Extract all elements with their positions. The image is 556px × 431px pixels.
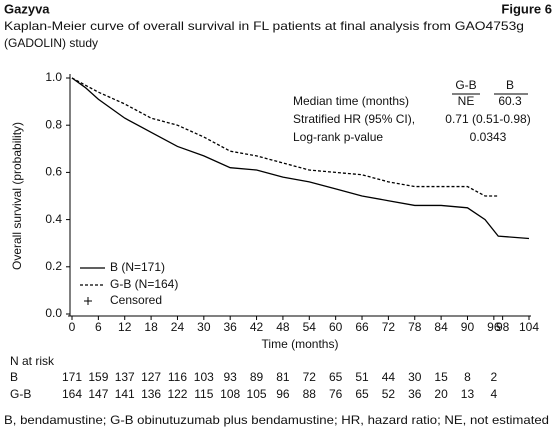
risk-count: 36 xyxy=(408,387,422,401)
risk-count: 136 xyxy=(141,387,161,401)
chart-title: Kaplan-Meier curve of overall survival i… xyxy=(4,19,524,33)
x-tick-label: 6 xyxy=(95,320,102,334)
table-row-label: Stratified HR (95% CI), xyxy=(293,112,415,126)
x-tick-label: 96 xyxy=(487,320,501,334)
x-tick-label: 12 xyxy=(118,320,132,334)
risk-row-label: B xyxy=(10,370,18,384)
x-tick-label: 0 xyxy=(69,320,76,334)
survival-curve xyxy=(71,77,499,197)
risk-count: 164 xyxy=(62,387,82,401)
table-cell: NE xyxy=(458,94,475,108)
y-tick-label: 0.0 xyxy=(45,306,62,320)
risk-count: 127 xyxy=(141,370,161,384)
footnote: B, bendamustine; G-B obinutuzumab plus b… xyxy=(4,413,549,427)
risk-count: 88 xyxy=(303,387,317,401)
x-tick-label: 104 xyxy=(519,320,539,334)
risk-count: 93 xyxy=(224,370,238,384)
risk-title: N at risk xyxy=(10,354,55,368)
risk-count: 81 xyxy=(276,370,290,384)
risk-count: 2 xyxy=(491,370,498,384)
table-row-label: Log-rank p-value xyxy=(293,130,383,144)
x-tick-label: 72 xyxy=(382,320,396,334)
risk-count: 20 xyxy=(434,387,448,401)
risk-count: 141 xyxy=(115,387,135,401)
x-tick-label: 18 xyxy=(144,320,158,334)
risk-count: 122 xyxy=(167,387,187,401)
legend-label: Censored xyxy=(110,293,162,307)
table-row-label: Median time (months) xyxy=(293,94,409,108)
risk-count: 89 xyxy=(250,370,264,384)
risk-count: 13 xyxy=(461,387,475,401)
x-tick-label: 90 xyxy=(461,320,475,334)
x-tick-label: 36 xyxy=(224,320,238,334)
table-cell: 0.71 (0.51-0.98) xyxy=(445,112,530,126)
risk-count: 30 xyxy=(408,370,422,384)
risk-count: 15 xyxy=(434,370,448,384)
survival-curve xyxy=(71,77,530,240)
y-tick-label: 0.8 xyxy=(45,117,62,131)
x-tick-label: 78 xyxy=(408,320,422,334)
x-tick-label: 24 xyxy=(171,320,185,334)
x-tick-label: 84 xyxy=(434,320,448,334)
x-axis-label: Time (months) xyxy=(262,337,339,351)
table-header: B xyxy=(506,78,514,92)
risk-count: 108 xyxy=(220,387,240,401)
risk-count: 51 xyxy=(355,370,369,384)
risk-count: 171 xyxy=(62,370,82,384)
x-tick-label: 42 xyxy=(250,320,264,334)
x-tick-label: 66 xyxy=(355,320,369,334)
table-header: G-B xyxy=(455,78,476,92)
legend-label: G-B (N=164) xyxy=(110,277,178,291)
risk-count: 147 xyxy=(88,387,108,401)
risk-count: 103 xyxy=(194,370,214,384)
table-cell: 0.0343 xyxy=(470,130,507,144)
header-right: Figure 6 xyxy=(501,1,552,16)
x-tick-label: 48 xyxy=(276,320,290,334)
y-axis-label: Overall survival (probability) xyxy=(10,122,24,270)
legend-censor-symbol xyxy=(84,297,92,305)
risk-count: 65 xyxy=(329,370,343,384)
risk-count: 52 xyxy=(382,387,396,401)
risk-count: 76 xyxy=(329,387,343,401)
risk-row-label: G-B xyxy=(10,387,31,401)
risk-count: 137 xyxy=(115,370,135,384)
risk-count: 72 xyxy=(303,370,317,384)
risk-count: 159 xyxy=(88,370,108,384)
y-tick-label: 0.6 xyxy=(45,165,62,179)
x-tick-label: 30 xyxy=(197,320,211,334)
risk-count: 105 xyxy=(247,387,267,401)
risk-count: 4 xyxy=(491,387,498,401)
x-tick-label: 60 xyxy=(329,320,343,334)
y-tick-label: 0.2 xyxy=(45,259,62,273)
risk-count: 44 xyxy=(382,370,396,384)
x-tick-label: 54 xyxy=(303,320,317,334)
risk-count: 65 xyxy=(355,387,369,401)
risk-count: 8 xyxy=(464,370,471,384)
y-tick-label: 0.4 xyxy=(45,212,62,226)
table-cell: 60.3 xyxy=(498,94,522,108)
risk-count: 96 xyxy=(276,387,290,401)
chart-title: (GADOLIN) study xyxy=(4,36,98,50)
y-tick-label: 1.0 xyxy=(45,70,62,84)
risk-count: 116 xyxy=(168,370,187,384)
legend-label: B (N=171) xyxy=(110,260,165,274)
risk-count: 115 xyxy=(194,387,213,401)
header-left: Gazyva xyxy=(4,1,50,16)
x-tick-label: 98 xyxy=(496,320,510,334)
